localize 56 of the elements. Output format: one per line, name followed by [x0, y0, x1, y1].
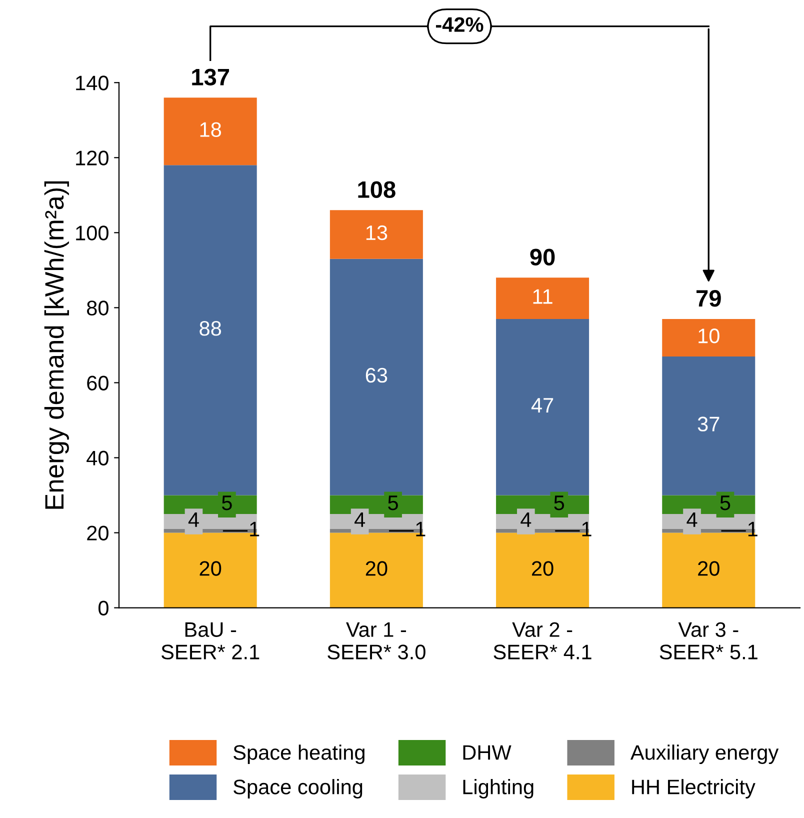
data-label: 10: [698, 328, 720, 344]
y-tick-label: 40: [86, 450, 108, 466]
legend-label: Lighting: [463, 779, 534, 798]
legend-label: DHW: [463, 745, 512, 760]
y-tick-label: 80: [87, 300, 108, 316]
legend-label: Auxiliary energy: [630, 744, 779, 764]
x-tick-label: Var 3 - SEER* 5.1: [660, 622, 758, 660]
data-label: 1: [748, 522, 758, 536]
text: -42%: [436, 17, 484, 32]
bar: [164, 98, 257, 166]
data-label: 1: [582, 522, 592, 536]
x-tick-label: BaU - SEER* 2.1: [161, 622, 260, 660]
data-label: 88: [200, 321, 222, 336]
total-label: 79: [696, 290, 721, 307]
data-label: 47: [531, 398, 554, 412]
data-label: 63: [366, 368, 388, 383]
data-label: 20: [200, 561, 222, 576]
data-label: 1: [416, 522, 426, 536]
data-label: 4: [520, 512, 532, 527]
x-tick-label: Var 2 - SEER* 4.1: [494, 622, 592, 660]
legend-label: Space cooling: [234, 779, 362, 798]
bar: [496, 318, 590, 496]
data-label: 1: [250, 522, 260, 536]
y-axis-title: Energy demand [kWh/(m²a)]: [44, 181, 69, 509]
data-label: 5: [388, 496, 398, 510]
x-tick-label: Var 1 - SEER* 3.0: [328, 622, 426, 660]
data-label: 4: [188, 512, 199, 527]
bar: [662, 318, 756, 356]
data-label: 20: [366, 561, 388, 576]
total-label: 90: [530, 248, 555, 266]
bar: [330, 210, 423, 259]
data-label: 5: [720, 496, 730, 510]
data-label: 37: [698, 416, 720, 432]
y-tick-label: 60: [87, 376, 108, 390]
y-tick-label: 0: [98, 600, 108, 616]
legend-label: Space heating: [234, 744, 364, 764]
data-label: 13: [366, 225, 388, 240]
data-label: 18: [200, 122, 222, 137]
data-label: 5: [222, 496, 232, 510]
data-label: 20: [532, 561, 554, 576]
data-label: 20: [698, 561, 720, 576]
y-tick-label: 20: [87, 526, 108, 541]
bar: [662, 356, 756, 496]
data-label: 5: [554, 496, 564, 510]
y-tick-label: 120: [76, 150, 108, 166]
bar: [164, 165, 257, 496]
y-tick-label: 100: [76, 226, 108, 240]
y-tick-label: 140: [76, 76, 108, 90]
total-label: 108: [358, 181, 396, 198]
data-label: 4: [354, 512, 366, 527]
total-label: 137: [192, 68, 230, 86]
bar: [496, 278, 590, 319]
data-label: 11: [533, 289, 552, 304]
bar: [330, 258, 423, 496]
data-label: 4: [686, 512, 698, 527]
legend-label: HH Electricity: [632, 779, 756, 798]
